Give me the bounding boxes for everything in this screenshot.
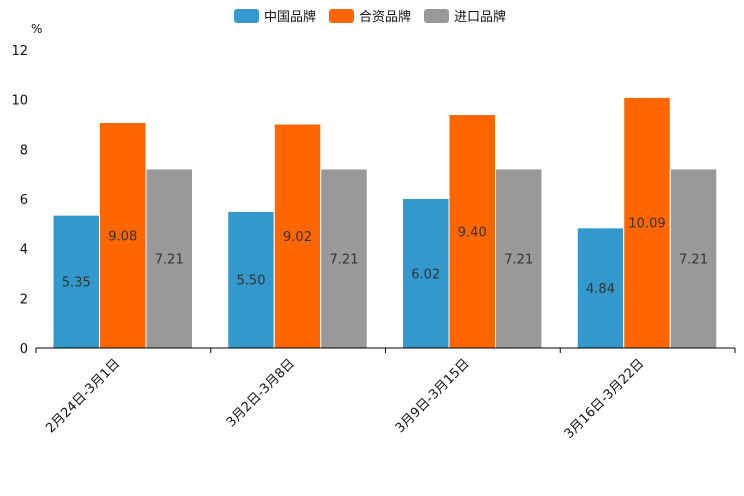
data-label: 6.02 xyxy=(411,267,440,282)
legend-swatch xyxy=(234,9,259,23)
bar xyxy=(227,210,275,349)
y-tick-label: 10 xyxy=(11,94,28,109)
x-tick-label: 3月2日-3月8日 xyxy=(224,356,298,430)
legend-swatch xyxy=(329,9,354,23)
bar xyxy=(623,96,671,349)
bar xyxy=(273,123,322,349)
legend-swatch xyxy=(424,9,449,23)
data-label: 9.08 xyxy=(108,229,137,244)
data-label: 5.50 xyxy=(237,274,266,289)
data-label: 7.21 xyxy=(679,252,708,267)
data-label: 7.21 xyxy=(330,252,359,267)
bar xyxy=(99,122,147,349)
data-label: 9.40 xyxy=(458,225,487,240)
legend-label: 合资品牌 xyxy=(359,9,411,25)
bar xyxy=(576,227,625,349)
y-tick-label: 6 xyxy=(20,193,28,208)
y-tick-label: 12 xyxy=(11,44,28,59)
data-label: 7.21 xyxy=(504,252,533,267)
y-tick-label: 8 xyxy=(20,143,28,158)
data-label: 5.35 xyxy=(62,276,91,291)
y-axis: 0 2 4 6 8 10 12 xyxy=(11,44,28,357)
x-tick-label: 3月16日-3月22日 xyxy=(562,356,648,442)
bar xyxy=(320,168,368,349)
legend-label: 进口品牌 xyxy=(454,9,506,25)
y-tick-label: 2 xyxy=(20,292,28,307)
y-axis-unit: % xyxy=(31,22,42,36)
bar xyxy=(495,168,543,349)
data-label: 10.09 xyxy=(628,217,665,232)
data-label: 9.02 xyxy=(283,230,312,245)
x-tick-label: 3月9日-3月15日 xyxy=(393,356,473,436)
data-label: 7.21 xyxy=(155,252,184,267)
x-axis: 2月24日-3月1日 3月2日-3月8日 3月9日-3月15日 3月16日-3月22日 xyxy=(35,347,736,442)
bar-series: 5.35 5.50 6.02 4.84 9.08 9.02 9.40 10.09 7.21 7.2… xyxy=(52,96,718,349)
legend: 中国品牌 合资品牌 进口品牌 xyxy=(234,9,506,25)
bar xyxy=(402,198,450,349)
y-tick-label: 0 xyxy=(20,342,28,357)
bar xyxy=(52,214,100,349)
legend-label: 中国品牌 xyxy=(264,9,316,25)
y-tick-label: 4 xyxy=(20,243,28,258)
data-label: 4.84 xyxy=(586,282,615,297)
x-tick-label: 2月24日-3月1日 xyxy=(43,356,123,436)
bar xyxy=(669,168,718,349)
